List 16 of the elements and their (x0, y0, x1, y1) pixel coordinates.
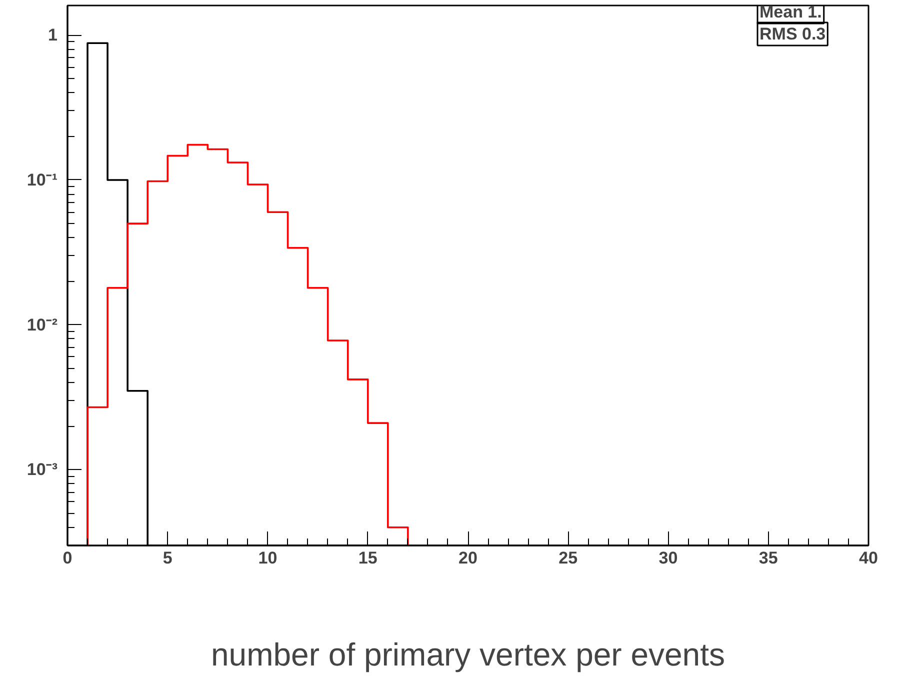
x-tick-label: 20 (458, 548, 478, 568)
x-axis-title: number of primary vertex per events (211, 636, 725, 672)
annotation: Mean 1. (760, 2, 822, 22)
y-tick-label: 10⁻² (26, 315, 58, 334)
y-tick-label: 1 (48, 26, 58, 45)
x-tick-label: 0 (62, 548, 72, 568)
x-tick-label: 30 (658, 548, 678, 568)
annotation: RMS 0.3 (760, 24, 826, 44)
x-tick-label: 40 (859, 548, 878, 568)
y-tick-label: 10⁻¹ (26, 170, 58, 190)
x-tick-label: 5 (162, 548, 172, 568)
y-tick-label: 10⁻³ (26, 460, 58, 480)
x-tick-label: 35 (758, 548, 778, 568)
x-tick-label: 15 (358, 548, 378, 568)
x-tick-label: 25 (558, 548, 578, 568)
x-tick-label: 10 (258, 548, 278, 568)
